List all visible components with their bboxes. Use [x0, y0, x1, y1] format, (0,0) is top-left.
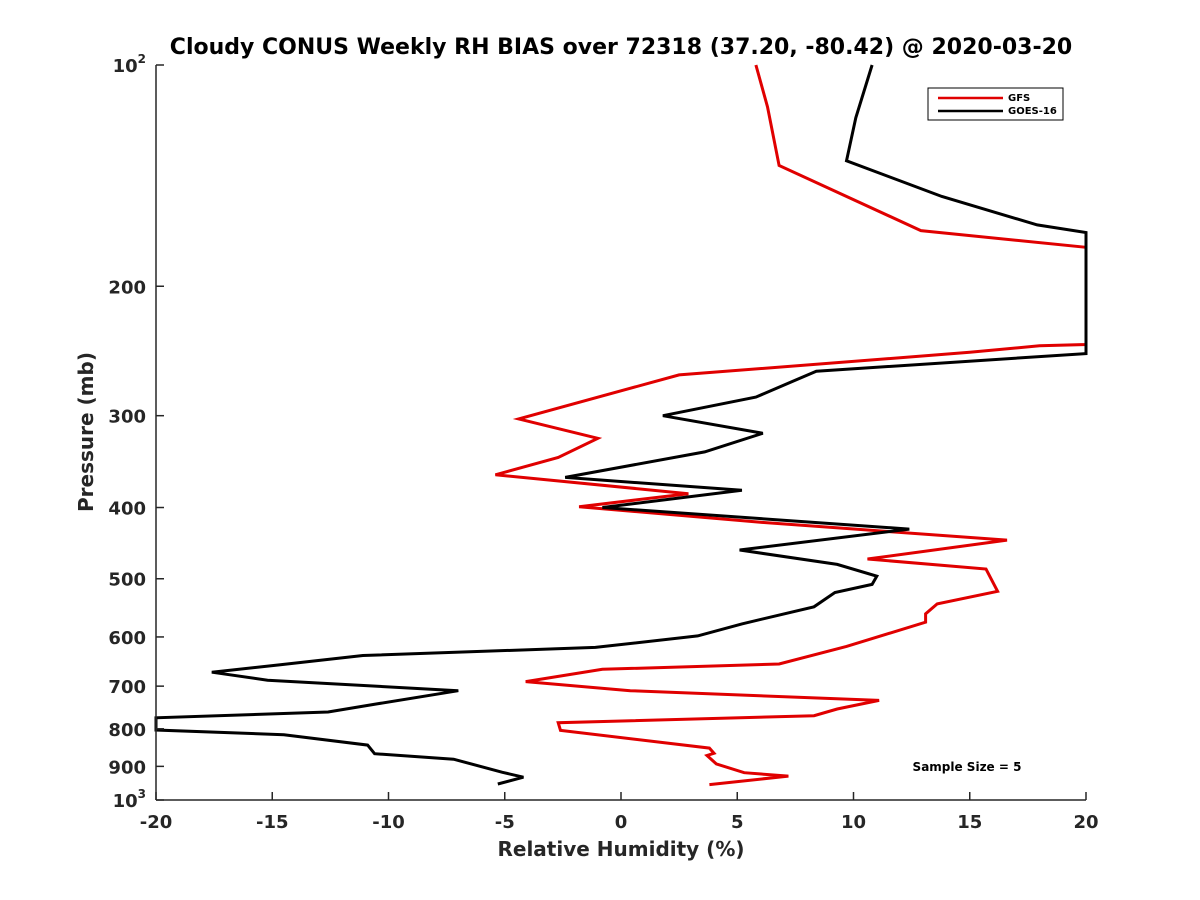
x-tick-label: -5 [495, 812, 515, 833]
x-tick-label: 20 [1073, 812, 1098, 833]
legend-label-gfs: GFS [1008, 93, 1030, 104]
y-tick-label: 900 [108, 757, 146, 778]
legend-box [927, 87, 1064, 121]
x-tick-label: 15 [957, 812, 982, 833]
legend-label-goes16: GOES-16 [1008, 106, 1057, 117]
y-tick-label: 400 [108, 499, 146, 520]
series-line-gfs [495, 64, 1088, 787]
series-line-goes16 [154, 64, 1088, 786]
x-axis-label: Relative Humidity (%) [497, 837, 744, 861]
chart-title: Cloudy CONUS Weekly RH BIAS over 72318 (… [170, 35, 1072, 60]
y-axis-label: Pressure (mb) [74, 352, 98, 512]
y-tick-label: 800 [108, 720, 146, 741]
x-tick-label: 0 [615, 812, 628, 833]
y-tick-label: 300 [108, 407, 146, 428]
y-tick-label: 600 [108, 628, 146, 649]
x-ticks: -20 -15 -10 -5 0 5 10 15 20 [140, 792, 1099, 833]
sample-size-annotation: Sample Size = 5 [913, 760, 1022, 774]
y-tick-label: 103 [113, 787, 146, 812]
x-tick-label: 10 [841, 812, 866, 833]
y-tick-label: 200 [108, 277, 146, 298]
y-ticks: 102 200 300 400 500 600 700 800 900 103 [108, 52, 164, 812]
y-tick-label: 500 [108, 570, 146, 591]
x-tick-label: 5 [731, 812, 744, 833]
y-tick-label: 700 [108, 677, 146, 698]
x-tick-label: -20 [140, 812, 173, 833]
x-tick-label: -10 [372, 812, 405, 833]
y-tick-label: 102 [113, 52, 146, 77]
x-tick-label: -15 [256, 812, 289, 833]
series-layer [154, 64, 1088, 787]
legend: GFS GOES-16 [927, 87, 1064, 121]
